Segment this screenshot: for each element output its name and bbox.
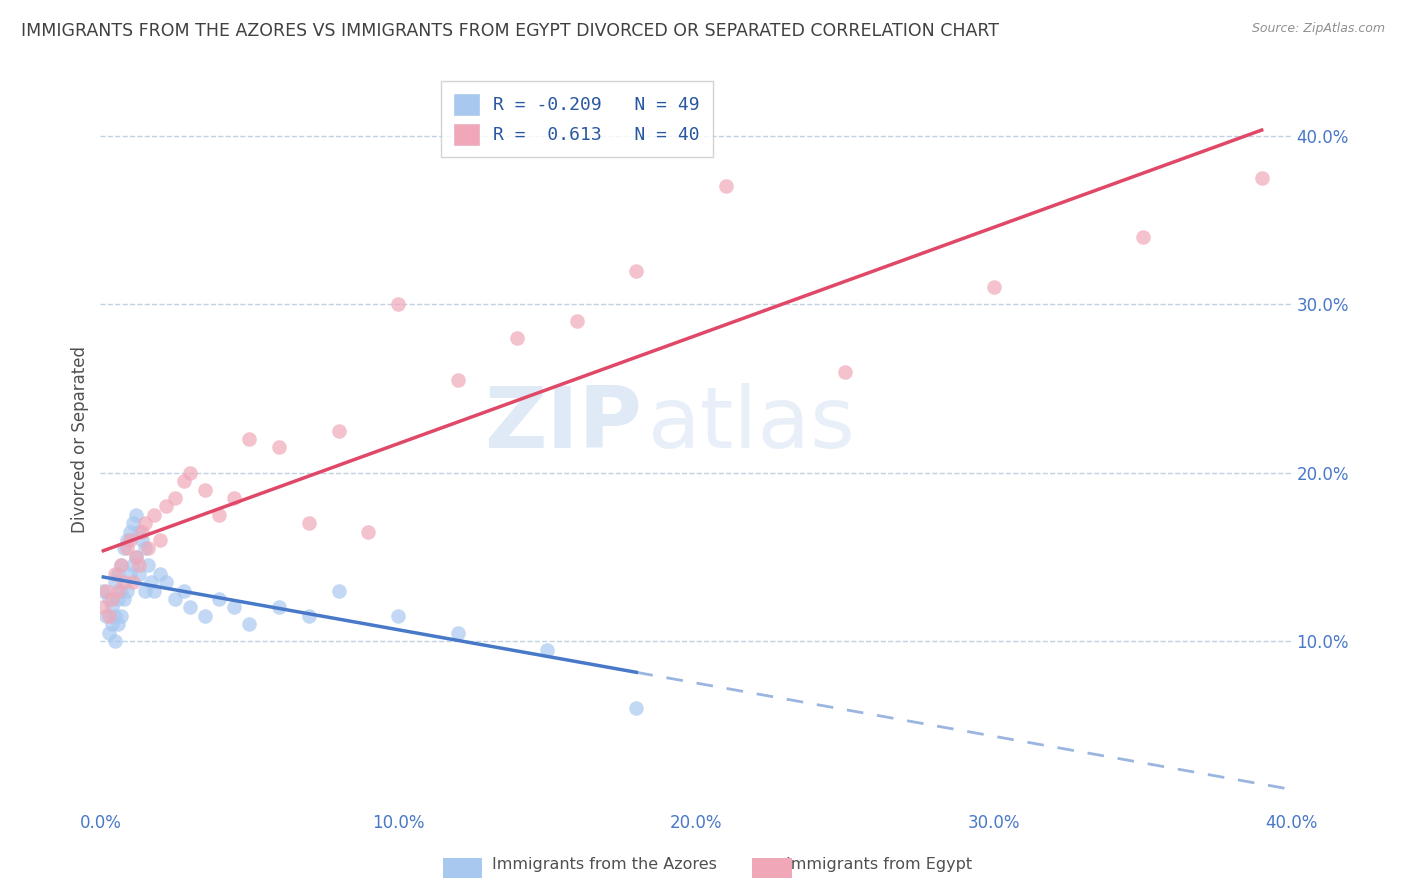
Point bbox=[565, 314, 588, 328]
Point bbox=[155, 575, 177, 590]
Point bbox=[112, 541, 135, 556]
Point bbox=[714, 179, 737, 194]
Point bbox=[142, 583, 165, 598]
Point bbox=[101, 592, 124, 607]
Point bbox=[107, 566, 129, 581]
Point bbox=[224, 491, 246, 505]
Point bbox=[110, 558, 132, 573]
Point bbox=[506, 331, 529, 345]
Text: Source: ZipAtlas.com: Source: ZipAtlas.com bbox=[1251, 22, 1385, 36]
Point bbox=[98, 608, 121, 623]
Point bbox=[110, 608, 132, 623]
Point bbox=[142, 508, 165, 522]
Point bbox=[139, 575, 162, 590]
Point bbox=[110, 583, 132, 598]
Text: ZIP: ZIP bbox=[485, 383, 643, 466]
Point bbox=[536, 642, 558, 657]
Text: Immigrants from Egypt: Immigrants from Egypt bbox=[786, 857, 972, 872]
Point bbox=[91, 583, 114, 598]
Point bbox=[96, 583, 118, 598]
Point bbox=[101, 600, 124, 615]
Point bbox=[208, 592, 231, 607]
Point bbox=[173, 474, 195, 488]
Point bbox=[120, 566, 142, 581]
Point bbox=[208, 508, 231, 522]
Point bbox=[122, 516, 145, 531]
Point bbox=[107, 617, 129, 632]
Point bbox=[115, 533, 138, 547]
Point bbox=[110, 558, 132, 573]
Point bbox=[1250, 171, 1272, 186]
Point bbox=[122, 575, 145, 590]
Point bbox=[149, 566, 172, 581]
Point bbox=[155, 500, 177, 514]
Point bbox=[173, 583, 195, 598]
Point bbox=[267, 600, 290, 615]
Point bbox=[131, 524, 153, 539]
Point bbox=[447, 373, 470, 387]
Point bbox=[112, 592, 135, 607]
Point bbox=[112, 575, 135, 590]
Point bbox=[91, 600, 114, 615]
Point bbox=[387, 297, 409, 311]
Point bbox=[179, 600, 201, 615]
Point bbox=[98, 592, 121, 607]
Point bbox=[238, 432, 260, 446]
Point bbox=[357, 524, 380, 539]
Point bbox=[120, 524, 142, 539]
Point bbox=[328, 424, 350, 438]
Point bbox=[125, 549, 148, 564]
Point bbox=[224, 600, 246, 615]
Point bbox=[194, 608, 217, 623]
Point bbox=[163, 491, 186, 505]
Point bbox=[134, 516, 156, 531]
Point bbox=[115, 583, 138, 598]
Point bbox=[983, 280, 1005, 294]
Point bbox=[134, 541, 156, 556]
Text: atlas: atlas bbox=[648, 383, 856, 466]
Point bbox=[626, 263, 648, 277]
Point bbox=[107, 583, 129, 598]
Point bbox=[626, 701, 648, 715]
Point bbox=[267, 441, 290, 455]
Point bbox=[96, 608, 118, 623]
Point bbox=[298, 608, 321, 623]
Point bbox=[136, 541, 159, 556]
Point bbox=[125, 508, 148, 522]
Y-axis label: Divorced or Separated: Divorced or Separated bbox=[72, 345, 89, 533]
Point bbox=[128, 566, 150, 581]
Point bbox=[120, 533, 142, 547]
Point bbox=[1132, 230, 1154, 244]
Point bbox=[834, 365, 856, 379]
Point bbox=[194, 483, 217, 497]
Text: IMMIGRANTS FROM THE AZORES VS IMMIGRANTS FROM EGYPT DIVORCED OR SEPARATED CORREL: IMMIGRANTS FROM THE AZORES VS IMMIGRANTS… bbox=[21, 22, 1000, 40]
Point bbox=[387, 608, 409, 623]
Point bbox=[298, 516, 321, 531]
Legend: R = -0.209   N = 49, R =  0.613   N = 40: R = -0.209 N = 49, R = 0.613 N = 40 bbox=[441, 81, 713, 157]
Point bbox=[134, 583, 156, 598]
Point bbox=[238, 617, 260, 632]
Point bbox=[122, 558, 145, 573]
Point bbox=[136, 558, 159, 573]
Point bbox=[101, 617, 124, 632]
Text: Immigrants from the Azores: Immigrants from the Azores bbox=[492, 857, 717, 872]
Point bbox=[104, 575, 127, 590]
Point bbox=[107, 592, 129, 607]
Point bbox=[104, 608, 127, 623]
Point bbox=[179, 466, 201, 480]
Point bbox=[163, 592, 186, 607]
Point bbox=[128, 524, 150, 539]
Point bbox=[128, 558, 150, 573]
Point bbox=[98, 625, 121, 640]
Point bbox=[104, 634, 127, 648]
Point bbox=[125, 549, 148, 564]
Point bbox=[328, 583, 350, 598]
Point bbox=[104, 566, 127, 581]
Point bbox=[149, 533, 172, 547]
Point bbox=[131, 533, 153, 547]
Point bbox=[115, 541, 138, 556]
Point bbox=[447, 625, 470, 640]
